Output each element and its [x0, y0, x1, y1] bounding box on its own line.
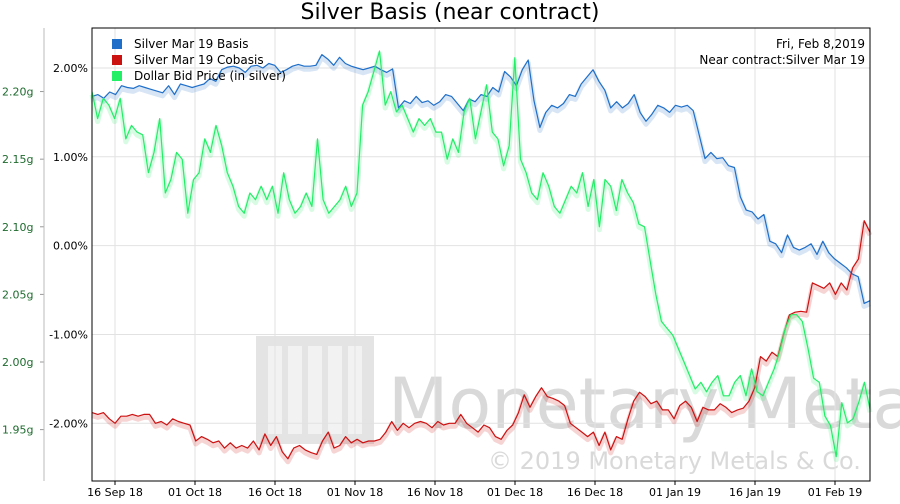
legend-swatch-cobasis: [112, 55, 122, 65]
chart-title: Silver Basis (near contract): [301, 0, 600, 25]
series-cobasis-line: [91, 220, 873, 465]
legend-label-cobasis: Silver Mar 19 Cobasis: [134, 53, 264, 67]
right-axis-tick-label: 2.00%: [53, 62, 88, 75]
series-layer: [89, 50, 873, 465]
left-axis-tick-label: 2.10g: [2, 221, 33, 234]
plot-border: [91, 27, 871, 482]
legend: Silver Mar 19 Basis Silver Mar 19 Cobasi…: [112, 37, 286, 83]
legend-label-basis: Silver Mar 19 Basis: [134, 37, 248, 51]
watermark-logo-icon: [256, 336, 374, 444]
basis-line: [91, 53, 871, 304]
cobasis-line-shadow: [91, 221, 873, 465]
right-axis-tick-label: -2.00%: [49, 417, 88, 430]
x-axis-tick-label: 16 Dec 18: [567, 486, 623, 499]
right-axis-tick-label: 1.00%: [53, 151, 88, 164]
watermark: Monetary Metals © 2019 Monetary Metals &…: [256, 336, 900, 475]
left-axis-tick-label: 1.95g: [2, 424, 33, 437]
x-axis-tick-label: 01 Dec 18: [487, 486, 543, 499]
right-axis-tick-label: 0.00%: [53, 240, 88, 253]
legend-swatch-basis: [112, 39, 122, 49]
left-axis-tick-label: 2.00g: [2, 356, 33, 369]
x-axis-tick-label: 16 Jan 19: [729, 486, 781, 499]
x-axis-tick-label: 01 Oct 18: [168, 486, 222, 499]
info-contract: Near contract:Silver Mar 19: [699, 53, 865, 67]
info-date: Fri, Feb 8,2019: [776, 37, 865, 51]
dollar-line: [91, 50, 871, 458]
cobasis-line: [91, 220, 871, 460]
x-axis-tick-label: 16 Oct 18: [248, 486, 302, 499]
legend-label-dollar: Dollar Bid Price (in silver): [134, 69, 286, 83]
x-axis-tick-label: 16 Sep 18: [87, 486, 143, 499]
legend-swatch-dollar: [112, 71, 122, 81]
series-basis-line: [91, 53, 872, 309]
watermark-copyright: © 2019 Monetary Metals & Co.: [488, 447, 861, 475]
left-axis-tick-label: 2.15g: [2, 153, 33, 166]
right-axis-tick-label: -1.00%: [49, 328, 88, 341]
series-dollar-line: [89, 50, 873, 463]
basis-line-shadow: [91, 55, 872, 309]
axes: 2.00% 1.00% 0.00% -1.00% -2.00% 2.20g 2.15g 2.1…: [2, 27, 871, 499]
watermark-brand: Monetary Metals: [388, 363, 900, 445]
x-axis-tick-label: 16 Nov 18: [407, 486, 463, 499]
x-axis-tick-label: 01 Nov 18: [327, 486, 383, 499]
left-axis-tick-label: 2.20g: [2, 86, 33, 99]
grid: [92, 28, 870, 481]
x-axis-tick-label: 01 Feb 19: [808, 486, 862, 499]
left-axis-tick-label: 2.05g: [2, 288, 33, 301]
dollar-line-shadow: [89, 51, 873, 463]
x-axis-tick-label: 01 Jan 19: [649, 486, 701, 499]
